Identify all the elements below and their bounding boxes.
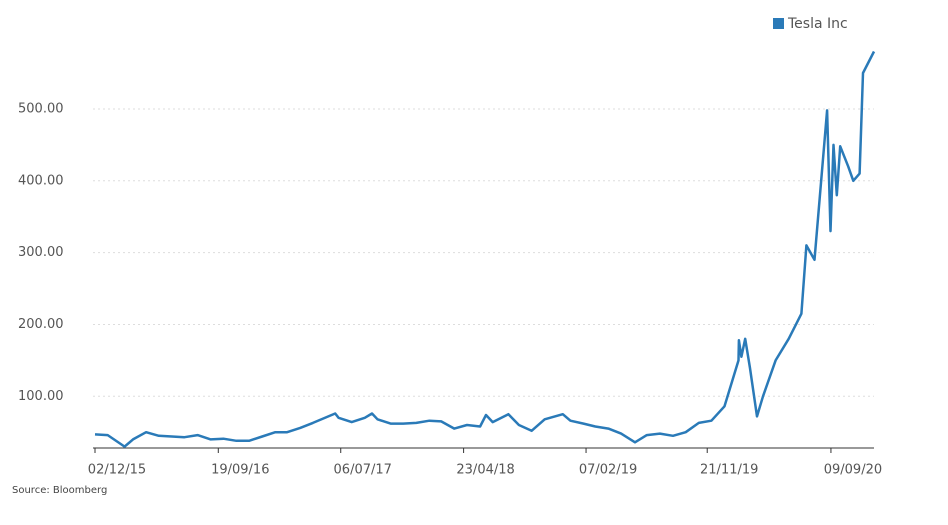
legend-label: Tesla Inc — [787, 16, 848, 32]
y-tick-label: 200.00 — [18, 317, 64, 332]
legend-swatch — [773, 18, 784, 29]
price-line — [94, 50, 876, 448]
x-tick-label: 21/11/19 — [700, 463, 758, 478]
x-tick-label: 06/07/17 — [334, 463, 392, 478]
y-tick-label: 400.00 — [18, 173, 64, 188]
x-tick-label: 07/02/19 — [579, 463, 637, 478]
x-tick-label: 23/04/18 — [456, 463, 514, 478]
x-tick-label: 02/12/15 — [88, 463, 146, 478]
x-tick-label: 19/09/16 — [211, 463, 269, 478]
y-tick-label: 500.00 — [18, 101, 64, 116]
y-tick-label: 100.00 — [18, 389, 64, 404]
y-tick-label: 300.00 — [18, 245, 64, 260]
source: Source: Bloomberg — [12, 485, 107, 496]
x-tick-label: 09/09/20 — [824, 463, 882, 478]
